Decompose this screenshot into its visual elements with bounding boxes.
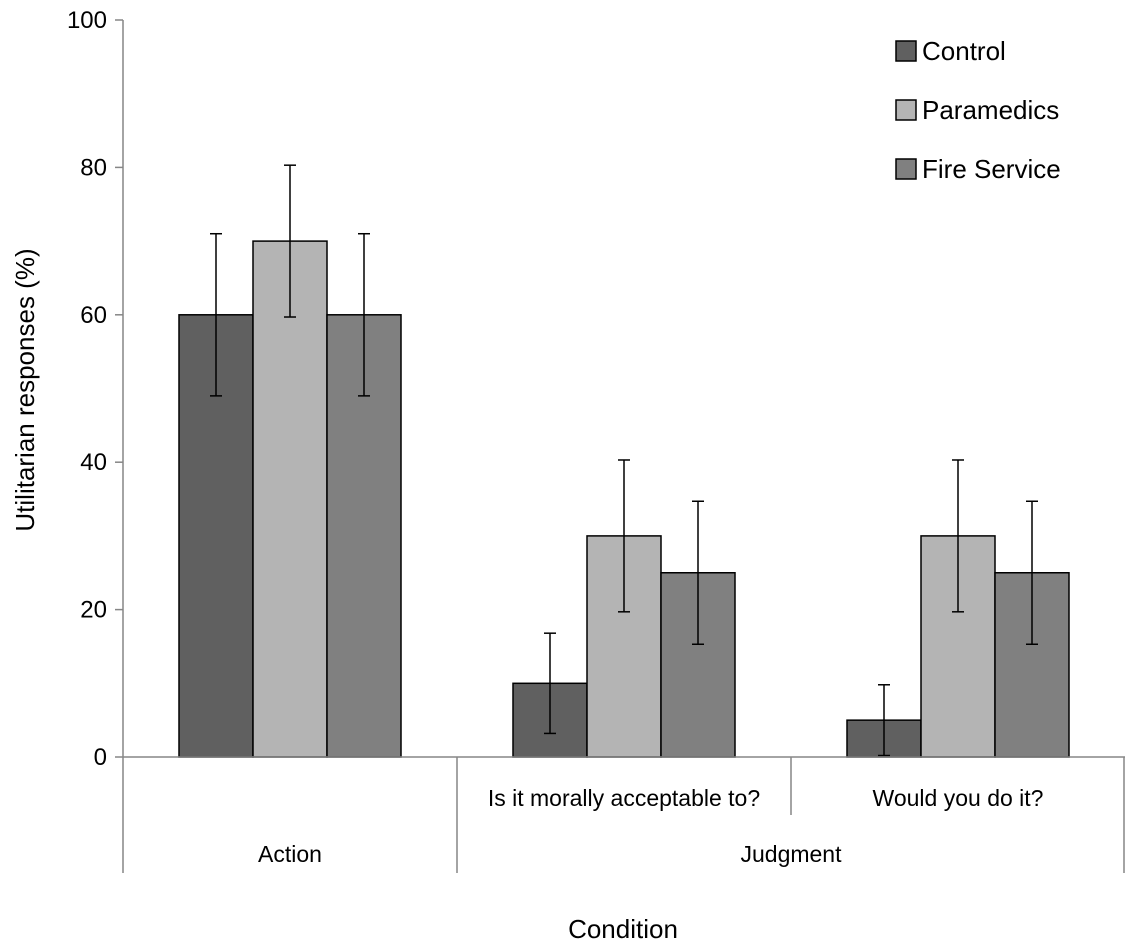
y-tick-label: 0: [94, 744, 107, 771]
bars-layer: [178, 164, 1070, 758]
axis-layer: 0 20 40 60 80 100 Is it morally acceptable to?…: [67, 7, 1125, 873]
y-tick-label: 80: [80, 154, 107, 181]
y-tick-label: 20: [80, 597, 107, 624]
legend-swatch-fire-service: [895, 158, 917, 180]
legend-swatch-control: [895, 40, 917, 62]
y-tick-label: 40: [80, 449, 107, 476]
legend-label: Paramedics: [922, 95, 1059, 125]
y-tick-label: 100: [67, 7, 107, 34]
legend-label: Control: [922, 36, 1006, 66]
x-group-label: Judgment: [740, 841, 842, 867]
y-axis-title: Utilitarian responses (%): [10, 248, 40, 531]
y-tick-label: 60: [80, 302, 107, 329]
x-category-label: Is it morally acceptable to?: [488, 785, 760, 811]
legend-label: Fire Service: [922, 154, 1061, 184]
legend: Control Paramedics Fire Service: [895, 36, 1061, 184]
legend-swatch-paramedics: [895, 99, 917, 121]
bar-paramedics-0: [252, 240, 328, 758]
x-category-label: Would you do it?: [873, 785, 1044, 811]
x-group-label: Action: [258, 841, 322, 867]
x-axis-title: Condition: [568, 914, 678, 944]
